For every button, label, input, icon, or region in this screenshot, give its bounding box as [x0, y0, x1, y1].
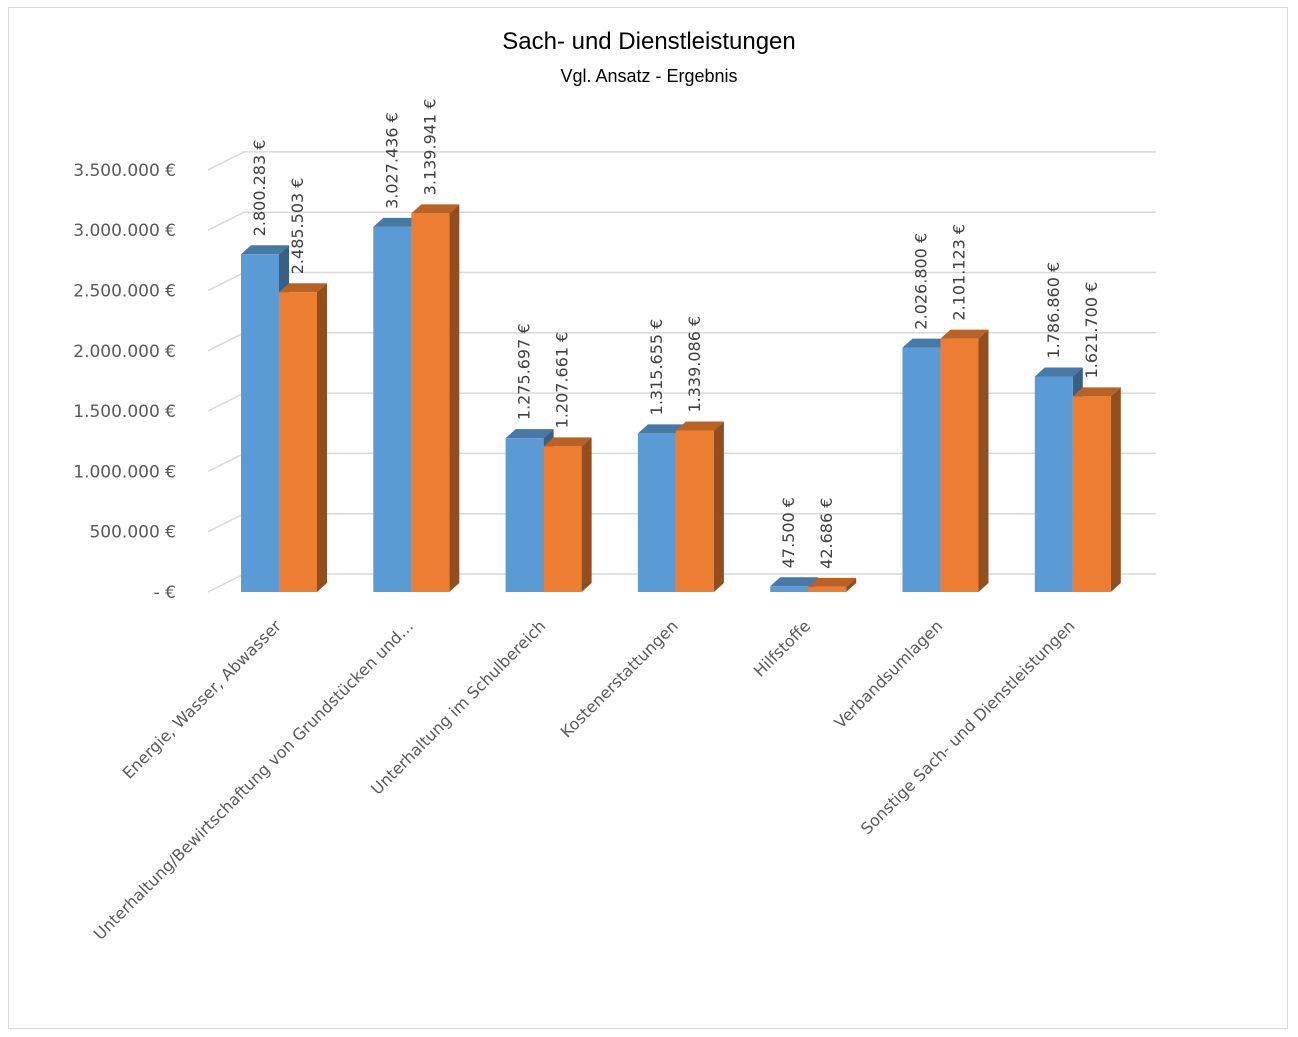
y-tick-label: 2.000.000 €: [73, 342, 176, 362]
bar-top: [902, 338, 951, 348]
gridline: [207, 332, 1156, 352]
bar: [808, 586, 847, 592]
gridline: [207, 392, 1156, 412]
gridline: [207, 271, 1156, 292]
bar-top: [675, 421, 724, 431]
y-tick-label: 500.000 €: [89, 523, 176, 543]
y-tick-label: 3.500.000 €: [73, 161, 176, 181]
bar-side: [449, 204, 460, 592]
bar: [1072, 396, 1111, 592]
bar: [1034, 376, 1073, 592]
bar-top: [411, 204, 460, 214]
chart-title: Sach- und Dienstleistungen: [502, 28, 796, 55]
bar: [675, 430, 714, 592]
bar: [279, 292, 317, 592]
data-label: 2.485.503 €: [288, 178, 307, 275]
bar-side: [1110, 387, 1121, 592]
data-label: 2.800.283 €: [250, 140, 269, 237]
data-label: 47.500 €: [779, 497, 798, 568]
category-label: Kostenerstattungen: [557, 616, 682, 741]
data-label: 42.686 €: [817, 498, 836, 569]
bar: [505, 438, 544, 592]
category-label: Sonstige Sach- und Dienstleistungen: [857, 616, 1079, 838]
category-label: Unterhaltung/Bewirtschaftung von Grundst…: [90, 616, 417, 943]
bar-side: [846, 577, 857, 592]
gridline: [207, 151, 1156, 171]
bar-side: [713, 421, 724, 592]
chart-subtitle: Vgl. Ansatz - Ergebnis: [560, 66, 738, 86]
bar-side: [978, 329, 989, 592]
bar: [902, 347, 941, 592]
category-label: Energie, Wasser, Abwasser: [119, 616, 285, 782]
bar-top: [279, 283, 327, 293]
y-tick-label: 1.000.000 €: [73, 462, 176, 482]
data-label: 2.026.800 €: [912, 233, 931, 330]
data-label: 2.101.123 €: [950, 224, 969, 321]
y-tick-label: 3.000.000 €: [73, 221, 176, 241]
bar: [543, 446, 582, 592]
bar-top: [1034, 367, 1083, 377]
data-label: 1.315.655 €: [647, 319, 666, 416]
category-label: Hilfstoffe: [750, 616, 814, 680]
y-tick-label: 1.500.000 €: [73, 402, 176, 422]
bar-top: [505, 429, 554, 439]
bar: [940, 338, 979, 592]
data-label: 1.786.860 €: [1044, 262, 1063, 359]
data-label: 1.275.697 €: [515, 323, 534, 420]
bar: [411, 213, 450, 592]
bar-top: [373, 217, 422, 227]
bar: [770, 586, 809, 592]
bar-side: [581, 437, 592, 592]
bar-top: [241, 245, 289, 255]
bar-top: [770, 577, 819, 587]
category-label: Verbandsumlagen: [830, 616, 946, 732]
y-tick-label: 2.500.000 €: [73, 282, 176, 302]
bar-top: [940, 329, 989, 339]
bar-top: [543, 437, 592, 447]
bar-top: [1072, 387, 1121, 397]
data-label: 1.339.086 €: [685, 316, 704, 413]
bar-top: [637, 424, 686, 434]
data-label: 3.139.941 €: [420, 99, 439, 196]
bar-side: [317, 283, 327, 592]
gridline: [207, 211, 1156, 231]
data-label: 1.621.700 €: [1082, 282, 1101, 379]
y-tick-label: - €: [154, 583, 176, 603]
data-label: 3.027.436 €: [382, 112, 401, 209]
bar-top: [808, 577, 857, 587]
bar: [241, 254, 279, 592]
bar: [637, 433, 676, 592]
bar: [373, 226, 412, 592]
data-label: 1.207.661 €: [553, 332, 572, 429]
